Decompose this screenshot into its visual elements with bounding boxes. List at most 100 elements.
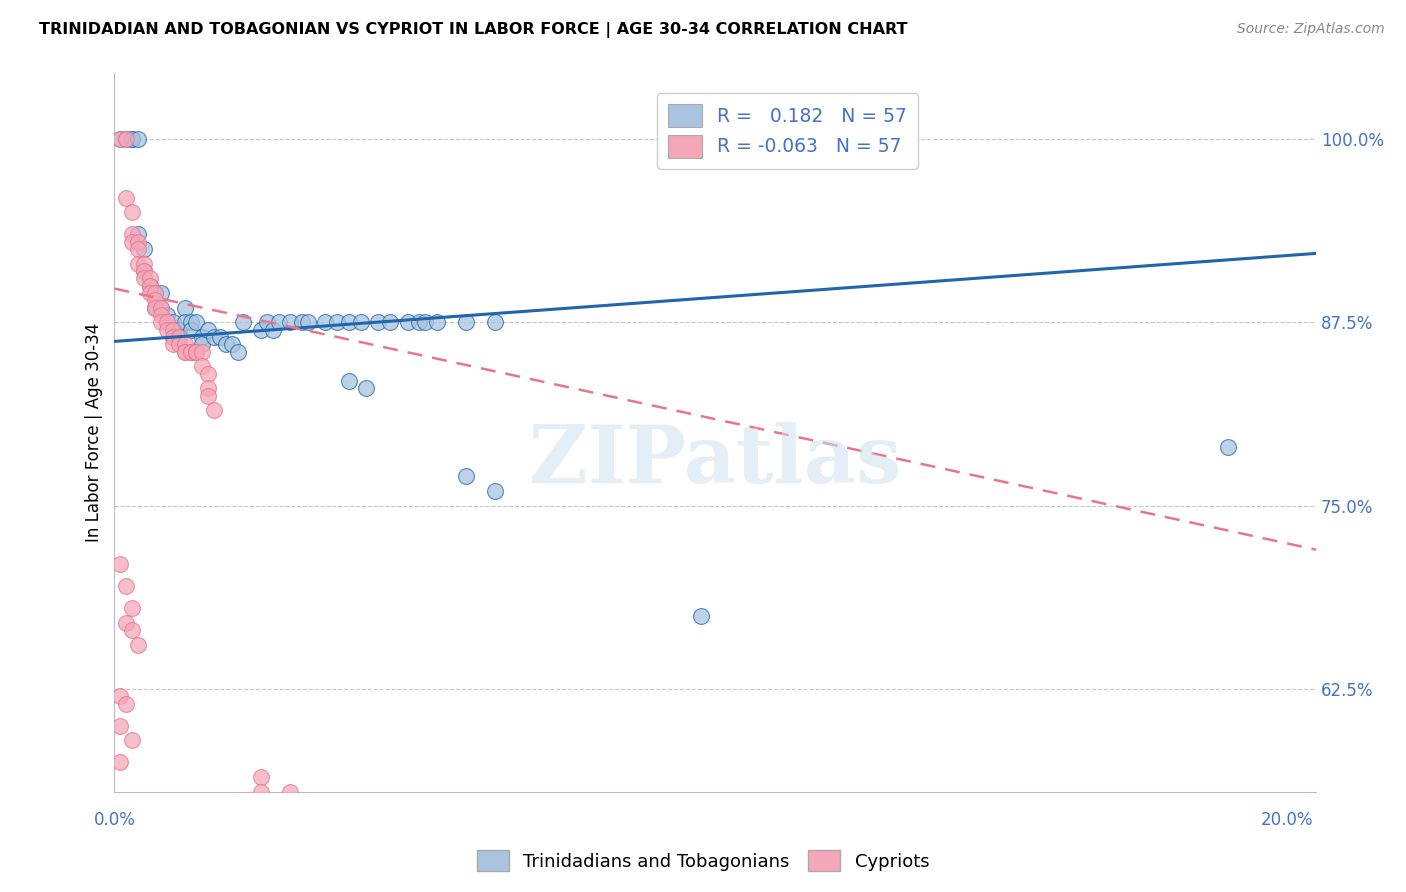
Point: [291, 315, 314, 329]
Point: [426, 315, 449, 329]
Point: [127, 638, 149, 652]
Point: [150, 301, 173, 315]
Point: [127, 227, 149, 242]
Point: [121, 132, 143, 146]
Point: [132, 264, 155, 278]
Point: [250, 770, 273, 784]
Point: [186, 344, 208, 359]
Point: [197, 389, 219, 403]
Text: 20.0%: 20.0%: [1261, 811, 1313, 829]
Text: Source: ZipAtlas.com: Source: ZipAtlas.com: [1237, 22, 1385, 37]
Point: [173, 337, 195, 351]
Point: [121, 624, 143, 638]
Point: [132, 242, 155, 256]
Point: [162, 315, 184, 329]
Text: TRINIDADIAN AND TOBAGONIAN VS CYPRIOT IN LABOR FORCE | AGE 30-34 CORRELATION CHA: TRINIDADIAN AND TOBAGONIAN VS CYPRIOT IN…: [39, 22, 908, 38]
Point: [326, 315, 349, 329]
Point: [250, 323, 273, 337]
Point: [145, 285, 167, 300]
Point: [121, 132, 143, 146]
Point: [173, 344, 195, 359]
Point: [197, 323, 219, 337]
Point: [278, 785, 301, 799]
Point: [145, 285, 167, 300]
Point: [278, 315, 301, 329]
Point: [186, 344, 208, 359]
Point: [162, 323, 184, 337]
Point: [167, 337, 190, 351]
Point: [186, 344, 208, 359]
Point: [367, 315, 389, 329]
Point: [167, 323, 190, 337]
Point: [115, 132, 138, 146]
Legend: R =   0.182   N = 57, R = -0.063   N = 57: R = 0.182 N = 57, R = -0.063 N = 57: [657, 93, 918, 169]
Point: [456, 315, 478, 329]
Point: [127, 242, 149, 256]
Point: [150, 315, 173, 329]
Point: [208, 330, 231, 344]
Point: [110, 132, 132, 146]
Point: [145, 293, 167, 308]
Point: [110, 690, 132, 704]
Point: [191, 344, 214, 359]
Text: ZIPatlas: ZIPatlas: [529, 422, 901, 500]
Point: [191, 359, 214, 374]
Point: [256, 315, 278, 329]
Y-axis label: In Labor Force | Age 30-34: In Labor Force | Age 30-34: [86, 323, 103, 542]
Point: [138, 285, 160, 300]
Point: [689, 608, 711, 623]
Point: [484, 483, 506, 498]
Point: [115, 697, 138, 711]
Point: [456, 469, 478, 483]
Point: [408, 315, 430, 329]
Point: [138, 278, 160, 293]
Point: [337, 374, 360, 388]
Point: [115, 579, 138, 593]
Point: [202, 403, 225, 417]
Point: [138, 271, 160, 285]
Point: [110, 756, 132, 770]
Point: [127, 235, 149, 249]
Point: [215, 337, 238, 351]
Text: 0.0%: 0.0%: [93, 811, 135, 829]
Point: [180, 344, 202, 359]
Point: [356, 381, 378, 395]
Point: [396, 315, 419, 329]
Point: [262, 323, 284, 337]
Point: [378, 315, 401, 329]
Point: [121, 733, 143, 747]
Point: [132, 257, 155, 271]
Point: [110, 132, 132, 146]
Point: [314, 315, 336, 329]
Point: [180, 323, 202, 337]
Point: [162, 337, 184, 351]
Point: [127, 132, 149, 146]
Point: [121, 235, 143, 249]
Point: [297, 315, 319, 329]
Point: [110, 719, 132, 733]
Point: [167, 330, 190, 344]
Point: [115, 615, 138, 630]
Point: [121, 227, 143, 242]
Point: [221, 337, 243, 351]
Point: [1218, 440, 1240, 454]
Point: [145, 301, 167, 315]
Point: [250, 785, 273, 799]
Point: [349, 315, 371, 329]
Point: [197, 381, 219, 395]
Point: [150, 285, 173, 300]
Point: [180, 315, 202, 329]
Point: [167, 330, 190, 344]
Point: [138, 278, 160, 293]
Point: [115, 191, 138, 205]
Point: [267, 315, 290, 329]
Point: [413, 315, 436, 329]
Point: [191, 330, 214, 344]
Point: [115, 132, 138, 146]
Point: [173, 315, 195, 329]
Point: [132, 264, 155, 278]
Point: [456, 799, 478, 814]
Point: [150, 301, 173, 315]
Point: [173, 344, 195, 359]
Point: [337, 315, 360, 329]
